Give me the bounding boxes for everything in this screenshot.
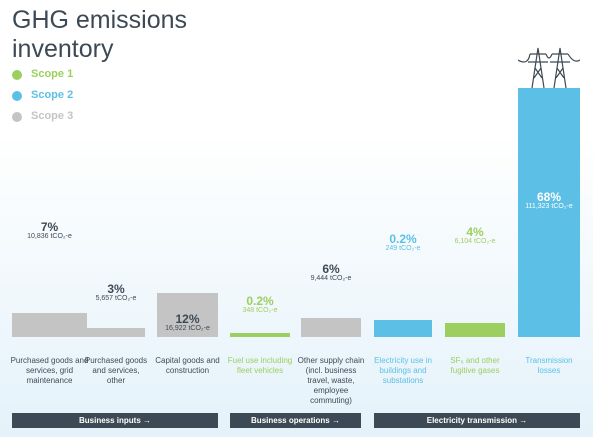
item-label: Fuel use including fleet vehicles xyxy=(227,356,293,375)
bar xyxy=(374,320,432,337)
bar xyxy=(157,293,218,337)
bar xyxy=(518,88,580,337)
legend-dot xyxy=(12,91,22,101)
bar xyxy=(87,328,145,337)
item-label: Transmission losses xyxy=(525,356,573,375)
tower-icon xyxy=(518,47,580,89)
item-label: Capital goods and construction xyxy=(155,356,220,375)
bar xyxy=(12,313,87,337)
bar xyxy=(230,333,290,337)
legend-dot xyxy=(12,70,22,80)
amount: 111,323 tCO₂-e xyxy=(525,203,573,210)
percent: 7% xyxy=(40,220,59,234)
item-label: Electricity use in buildings and substat… xyxy=(374,356,432,385)
amount: 5,657 tCO₂-e xyxy=(95,295,137,302)
amount: 348 tCO₂-e xyxy=(242,307,278,314)
amount: 6,104 tCO₂-e xyxy=(454,238,496,245)
legend-label: Scope 3 xyxy=(31,110,74,122)
percent: 0.2% xyxy=(246,294,274,308)
item-label: Purchased goods and services, grid maint… xyxy=(10,356,89,385)
section-bar: Electricity transmission → xyxy=(374,413,580,428)
section-bar: Business operations → xyxy=(230,413,361,428)
amount: 249 tCO₂-e xyxy=(385,245,421,252)
percent: 68% xyxy=(536,190,562,204)
amount: 9,444 tCO₂-e xyxy=(310,275,352,282)
legend-label: Scope 2 xyxy=(31,89,74,101)
percent: 6% xyxy=(322,262,340,276)
percent: 4% xyxy=(466,225,484,239)
percent: 12% xyxy=(175,312,200,326)
percent: 0.2% xyxy=(389,232,417,246)
item-label: SF₆ and other fugitive gases xyxy=(450,356,500,375)
legend-dot xyxy=(12,112,22,122)
section-bar: Business inputs → xyxy=(12,413,218,428)
amount: 10,836 tCO₂-e xyxy=(27,233,72,240)
item-label: Other supply chain (incl. business trave… xyxy=(297,356,365,405)
item-label: Purchased goods and services, other xyxy=(84,356,148,385)
percent: 3% xyxy=(107,282,125,296)
bar xyxy=(445,323,505,337)
amount: 16,922 tCO₂-e xyxy=(165,325,210,332)
title: GHG emissions inventory xyxy=(12,6,188,63)
legend-label: Scope 1 xyxy=(31,68,74,80)
bar xyxy=(301,318,361,337)
